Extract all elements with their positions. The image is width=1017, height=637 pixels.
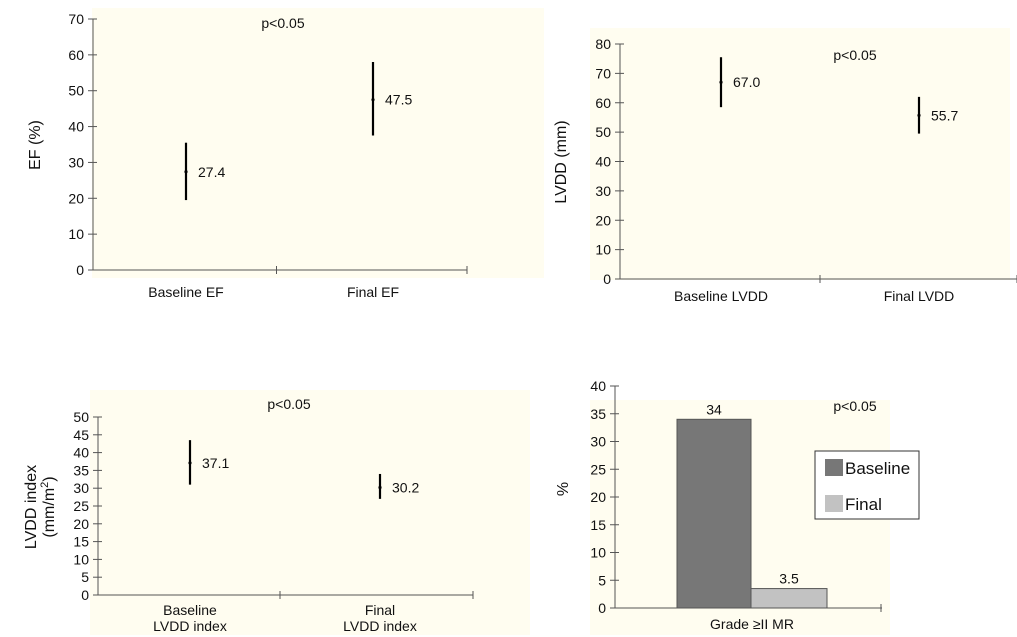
- y-tick-label: 30: [68, 154, 84, 170]
- y-tick-label: 5: [81, 569, 89, 585]
- legend-label: Baseline: [845, 459, 910, 478]
- plot-background: [590, 28, 1010, 280]
- category-label: Grade ≥II MR: [710, 616, 794, 632]
- y-tick-label: 0: [76, 262, 84, 278]
- y-tick-label: 20: [595, 212, 611, 228]
- bar-final: [750, 588, 828, 609]
- y-tick-label: 15: [73, 534, 89, 550]
- y-tick-label: 25: [590, 461, 606, 477]
- chart-4: 0 5 10 15 20 25 30 35 40 Grade ≥II MR% p<0.05 34 3.5…: [555, 378, 920, 635]
- y-axis-label: LVDD (mm): [553, 120, 570, 203]
- y-tick-label: 40: [73, 445, 89, 461]
- y-tick-label: 70: [68, 11, 84, 27]
- value-label: 30.2: [392, 479, 419, 495]
- bar-value-label: 3.5: [779, 571, 799, 587]
- y-tick-label: 30: [73, 480, 89, 496]
- y-tick-label: 10: [68, 226, 84, 242]
- y-axis-label: EF (%): [27, 120, 44, 170]
- y-tick-label: 40: [68, 119, 84, 135]
- mean-point: [184, 170, 188, 174]
- p-value-annotation: p<0.05: [833, 47, 876, 63]
- y-tick-label: 50: [595, 124, 611, 140]
- y-tick-label: 20: [73, 516, 89, 532]
- bar-value-label: 34: [706, 401, 722, 417]
- p-value-annotation: p<0.05: [267, 396, 310, 412]
- legend-label: Final: [845, 495, 882, 514]
- y-axis-label: LVDD index(mm/m2): [23, 465, 58, 549]
- y-tick-label: 60: [68, 47, 84, 63]
- value-label: 27.4: [198, 164, 225, 180]
- mean-point: [719, 80, 723, 84]
- mean-point: [378, 485, 382, 490]
- category-label: Final EF: [347, 284, 399, 300]
- category-label: Final LVDD index: [343, 602, 417, 634]
- p-value-annotation: p<0.05: [261, 15, 304, 31]
- plot-background: [92, 8, 544, 278]
- y-tick-label: 10: [590, 545, 606, 561]
- y-tick-label: 15: [590, 517, 606, 533]
- bar-baseline: [676, 418, 752, 609]
- legend: Baseline Final: [814, 450, 920, 520]
- value-label: 37.1: [202, 455, 229, 471]
- mean-point: [917, 113, 921, 117]
- value-label: 47.5: [385, 92, 412, 108]
- chart-1: 0 10 20 30 40 50 60 70 Baseline EF Final EF EF (%)…: [27, 8, 544, 300]
- y-tick-label: 60: [595, 95, 611, 111]
- y-tick-label: 25: [73, 498, 89, 514]
- y-tick-label: 50: [73, 409, 89, 425]
- y-tick-label: 0: [603, 271, 611, 287]
- y-tick-label: 0: [598, 600, 606, 616]
- y-tick-label: 70: [595, 65, 611, 81]
- mean-point: [188, 461, 192, 465]
- category-label: Baseline LVDD: [674, 288, 768, 304]
- category-label: Baseline EF: [148, 284, 223, 300]
- y-tick-label: 50: [68, 83, 84, 99]
- y-tick-label: 80: [595, 36, 611, 52]
- chart-2: 0 10 20 30 40 50 60 70 80 Baseline LVDD Final LVDD…: [553, 28, 1017, 304]
- value-label: 55.7: [931, 107, 958, 123]
- plot-background: [90, 390, 530, 635]
- y-tick-label: 20: [590, 489, 606, 505]
- value-label: 67.0: [733, 74, 760, 90]
- y-tick-label: 35: [73, 462, 89, 478]
- mean-point: [371, 98, 375, 102]
- y-tick-label: 5: [598, 572, 606, 588]
- y-tick-label: 10: [595, 242, 611, 258]
- legend-swatch: [825, 495, 843, 512]
- y-tick-label: 45: [73, 427, 89, 443]
- y-tick-label: 30: [590, 434, 606, 450]
- y-tick-label: 10: [73, 551, 89, 567]
- y-tick-label: 40: [590, 378, 606, 394]
- legend-swatch: [825, 459, 843, 476]
- category-label: Final LVDD: [884, 288, 955, 304]
- y-tick-label: 40: [595, 154, 611, 170]
- y-tick-label: 20: [68, 190, 84, 206]
- category-label: Baseline LVDD index: [153, 602, 227, 634]
- y-tick-label: 0: [81, 587, 89, 603]
- y-tick-label: 30: [595, 183, 611, 199]
- p-value-annotation: p<0.05: [833, 398, 876, 414]
- y-axis-label: %: [555, 482, 572, 496]
- y-tick-label: 35: [590, 406, 606, 422]
